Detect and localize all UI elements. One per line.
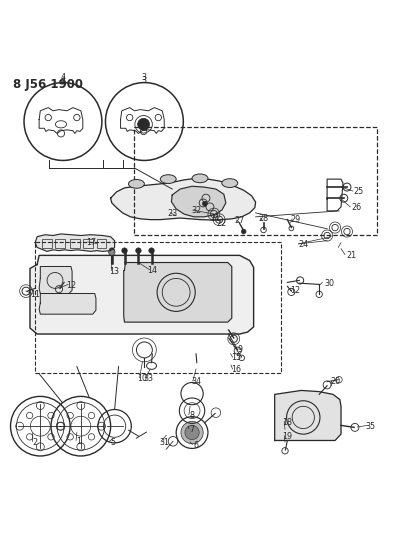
Text: 32: 32 — [191, 206, 201, 215]
Circle shape — [185, 425, 199, 440]
Text: 15: 15 — [231, 353, 241, 362]
Circle shape — [149, 248, 154, 253]
Text: 12: 12 — [66, 281, 76, 289]
Text: 4: 4 — [60, 74, 66, 82]
Text: 25: 25 — [354, 187, 364, 196]
Text: 24: 24 — [298, 240, 308, 249]
Text: 4: 4 — [60, 76, 66, 85]
Text: 33: 33 — [143, 374, 153, 383]
Polygon shape — [275, 391, 341, 440]
Polygon shape — [35, 234, 114, 252]
Polygon shape — [111, 179, 256, 220]
Bar — [134, 127, 377, 235]
Ellipse shape — [192, 174, 208, 183]
Bar — [56, 239, 65, 248]
Bar — [35, 242, 282, 373]
Text: 21: 21 — [346, 251, 356, 260]
Text: 3: 3 — [142, 76, 147, 85]
Text: 11: 11 — [30, 290, 40, 299]
Text: 10: 10 — [138, 374, 148, 383]
Polygon shape — [39, 266, 72, 294]
Polygon shape — [124, 263, 232, 322]
Text: 18: 18 — [282, 418, 292, 427]
Text: 5: 5 — [110, 438, 115, 447]
Polygon shape — [30, 255, 254, 334]
Text: 7: 7 — [190, 425, 195, 434]
Text: 12: 12 — [290, 286, 300, 295]
Circle shape — [241, 229, 246, 234]
Text: 13: 13 — [110, 267, 120, 276]
Text: 22: 22 — [217, 219, 227, 228]
Circle shape — [138, 118, 150, 130]
Text: 23: 23 — [167, 209, 177, 218]
Text: 16: 16 — [231, 365, 241, 374]
Ellipse shape — [222, 179, 238, 188]
Bar — [83, 239, 93, 248]
Text: 19: 19 — [282, 432, 292, 441]
Text: 34: 34 — [191, 377, 201, 386]
Text: 1: 1 — [76, 437, 81, 446]
Text: 31: 31 — [159, 438, 169, 447]
Text: 28: 28 — [258, 214, 269, 223]
Text: 21: 21 — [211, 214, 221, 223]
Text: 8 J56 1900: 8 J56 1900 — [13, 78, 83, 91]
Bar — [70, 239, 80, 248]
Text: 29: 29 — [290, 215, 300, 224]
Text: 26: 26 — [352, 203, 362, 212]
Text: 6: 6 — [194, 441, 198, 450]
Text: 2: 2 — [32, 438, 38, 447]
Text: 3: 3 — [142, 74, 147, 82]
Text: 9: 9 — [237, 345, 242, 354]
Bar — [42, 239, 52, 248]
Text: 27: 27 — [234, 216, 245, 225]
Text: 8: 8 — [190, 411, 194, 420]
Text: 17: 17 — [86, 238, 96, 247]
Polygon shape — [39, 294, 96, 314]
Circle shape — [109, 249, 115, 255]
Circle shape — [136, 248, 141, 253]
Text: 35: 35 — [366, 422, 376, 431]
Text: 14: 14 — [147, 266, 157, 275]
Text: 20: 20 — [330, 377, 340, 386]
Ellipse shape — [128, 180, 144, 188]
Ellipse shape — [160, 175, 176, 183]
Polygon shape — [172, 186, 226, 217]
Bar — [97, 239, 106, 248]
Circle shape — [181, 422, 203, 443]
Text: 30: 30 — [324, 279, 334, 288]
Circle shape — [122, 248, 127, 253]
Circle shape — [109, 248, 114, 253]
Circle shape — [202, 201, 207, 206]
